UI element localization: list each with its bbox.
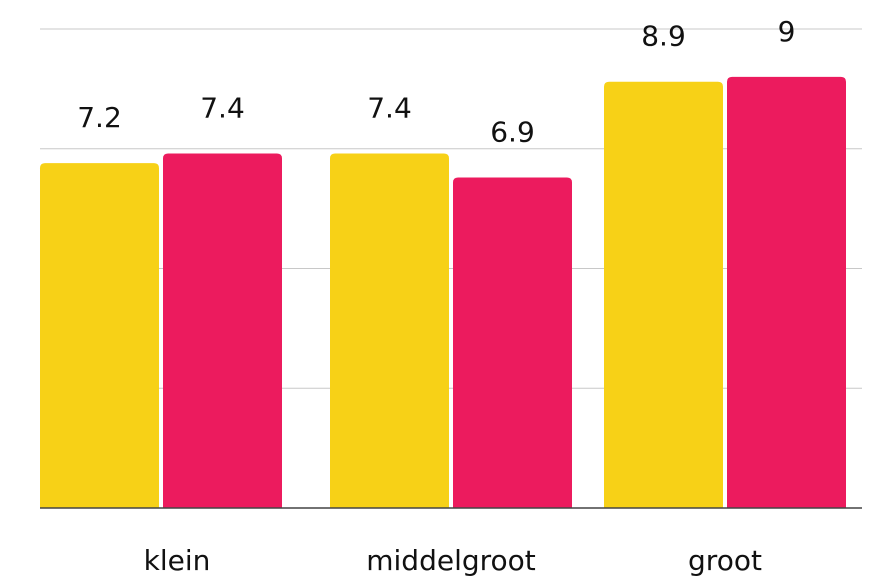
bar bbox=[604, 81, 723, 508]
bar bbox=[727, 76, 846, 509]
value-label: 7.2 bbox=[77, 101, 122, 134]
value-label: 8.9 bbox=[641, 20, 686, 53]
value-label: 9 bbox=[778, 15, 796, 48]
bar bbox=[330, 153, 449, 509]
bar bbox=[453, 177, 572, 509]
value-label: 7.4 bbox=[367, 92, 412, 125]
value-label: 7.4 bbox=[200, 92, 245, 125]
x-tick-label: klein bbox=[144, 544, 211, 577]
bar bbox=[40, 163, 159, 508]
x-tick-label: groot bbox=[688, 544, 762, 577]
bar bbox=[163, 153, 282, 509]
x-tick-label: middelgroot bbox=[366, 544, 536, 577]
value-label: 6.9 bbox=[490, 115, 535, 148]
